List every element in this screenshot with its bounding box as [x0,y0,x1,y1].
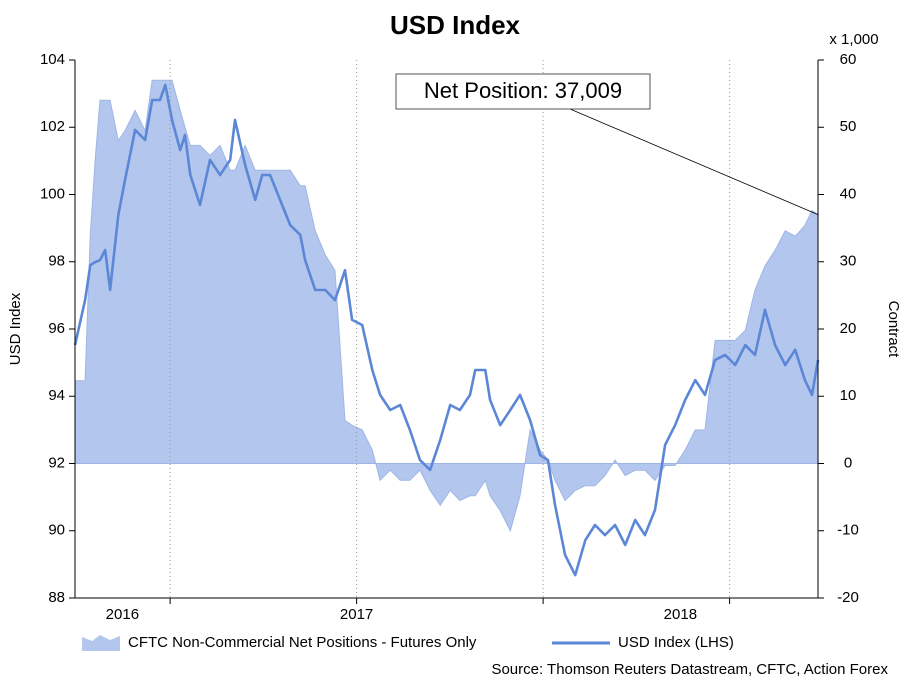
y2-tick-label: -20 [837,589,859,606]
usd-index-line [73,83,820,577]
y-tick-label: 90 [48,522,65,539]
y2-tick-label: 20 [840,320,857,337]
y-tick-label: 98 [48,253,65,270]
y-axis-label: USD Index [7,292,24,365]
annotation-text: Net Position: 37,009 [424,78,622,103]
y2-tick-label: 40 [840,185,857,202]
y2-tick-label: 30 [840,253,857,270]
y2-tick-label: 10 [840,387,857,404]
net-position-area [74,79,819,533]
y2-tick-label: -10 [837,522,859,539]
legend-swatch [82,635,120,651]
y2-tick-label: 0 [844,454,852,471]
legend-label: CFTC Non-Commercial Net Positions - Futu… [128,634,477,651]
annotation-box [395,73,651,110]
y2-unit-label: x 1,000 [829,31,878,48]
source-note: Source: Thomson Reuters Datastream, CFTC… [491,661,888,678]
y-tick-label: 88 [48,589,65,606]
legend-label: USD Index (LHS) [618,634,734,651]
y-tick-label: 96 [48,320,65,337]
x-tick-label: 2017 [340,606,373,623]
x-tick-label: 2016 [106,606,139,623]
y-tick-label: 94 [48,387,65,404]
y-tick-label: 104 [40,51,65,68]
annotation-leader [569,108,819,215]
plot-layer [73,79,820,577]
y-tick-label: 100 [40,185,65,202]
y2-tick-label: 50 [840,118,857,135]
y2-axis-label: Contract [885,301,902,359]
x-tick-label: 2018 [664,606,697,623]
chart-title: USD Index [390,10,521,40]
legend: CFTC Non-Commercial Net Positions - Futu… [82,634,734,651]
y-tick-label: 102 [40,118,65,135]
y-tick-label: 92 [48,454,65,471]
y2-tick-label: 60 [840,51,857,68]
